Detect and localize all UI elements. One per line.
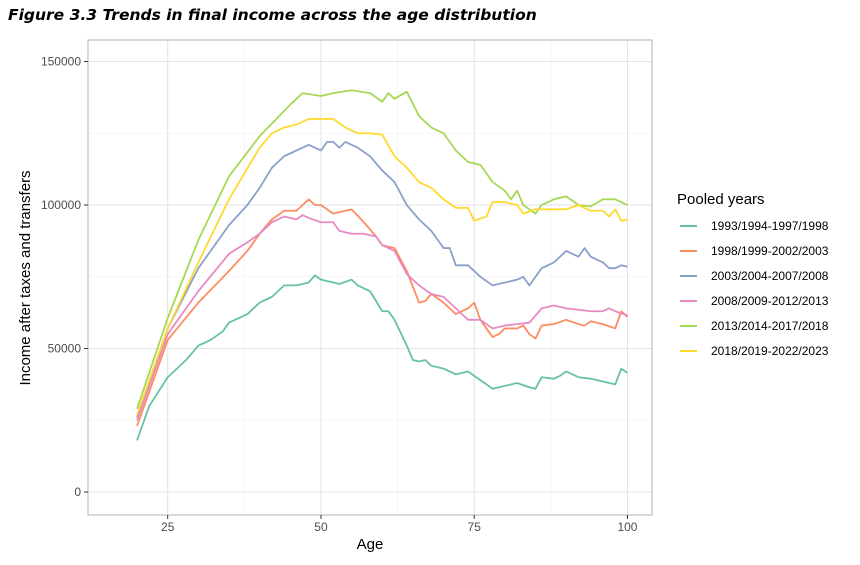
legend-label: 1998/1999-2002/2003 (711, 244, 829, 258)
panel-border (87, 39, 653, 516)
x-axis-label: Age (357, 536, 384, 553)
series-line-3 (136, 214, 628, 421)
axes: 25 50 75 100 0 50000 100000 150000 (41, 55, 638, 534)
x-tick-label: 50 (314, 520, 328, 534)
legend-label: 2003/2004-2007/2008 (711, 269, 829, 283)
y-axis-label: Income after taxes and transfers (17, 170, 34, 385)
y-tick-label: 100000 (41, 198, 81, 212)
series-line-2 (136, 140, 628, 418)
figure-title: Figure 3.3 Trends in final income across… (8, 6, 537, 24)
series-line-5 (136, 118, 628, 415)
legend-label: 2008/2009-2012/2013 (711, 294, 829, 308)
y-tick-label: 150000 (41, 55, 81, 69)
legend-label: 2018/2019-2022/2023 (711, 344, 829, 358)
legend-label: 1993/1994-1997/1998 (711, 219, 829, 233)
series-line-1 (136, 198, 629, 427)
series-line-0 (136, 274, 628, 441)
legend: Pooled years 1993/1994-1997/1998 1998/199… (677, 191, 829, 358)
y-tick-label: 50000 (48, 342, 82, 356)
y-tick-label: 0 (74, 485, 81, 499)
legend-title: Pooled years (677, 191, 765, 208)
x-tick-label: 25 (161, 520, 175, 534)
x-tick-label: 75 (468, 520, 482, 534)
legend-label: 2013/2014-2017/2018 (711, 319, 829, 333)
series-line-4 (136, 89, 628, 410)
grid (88, 40, 652, 515)
series-lines (136, 89, 629, 441)
x-tick-label: 100 (617, 520, 637, 534)
